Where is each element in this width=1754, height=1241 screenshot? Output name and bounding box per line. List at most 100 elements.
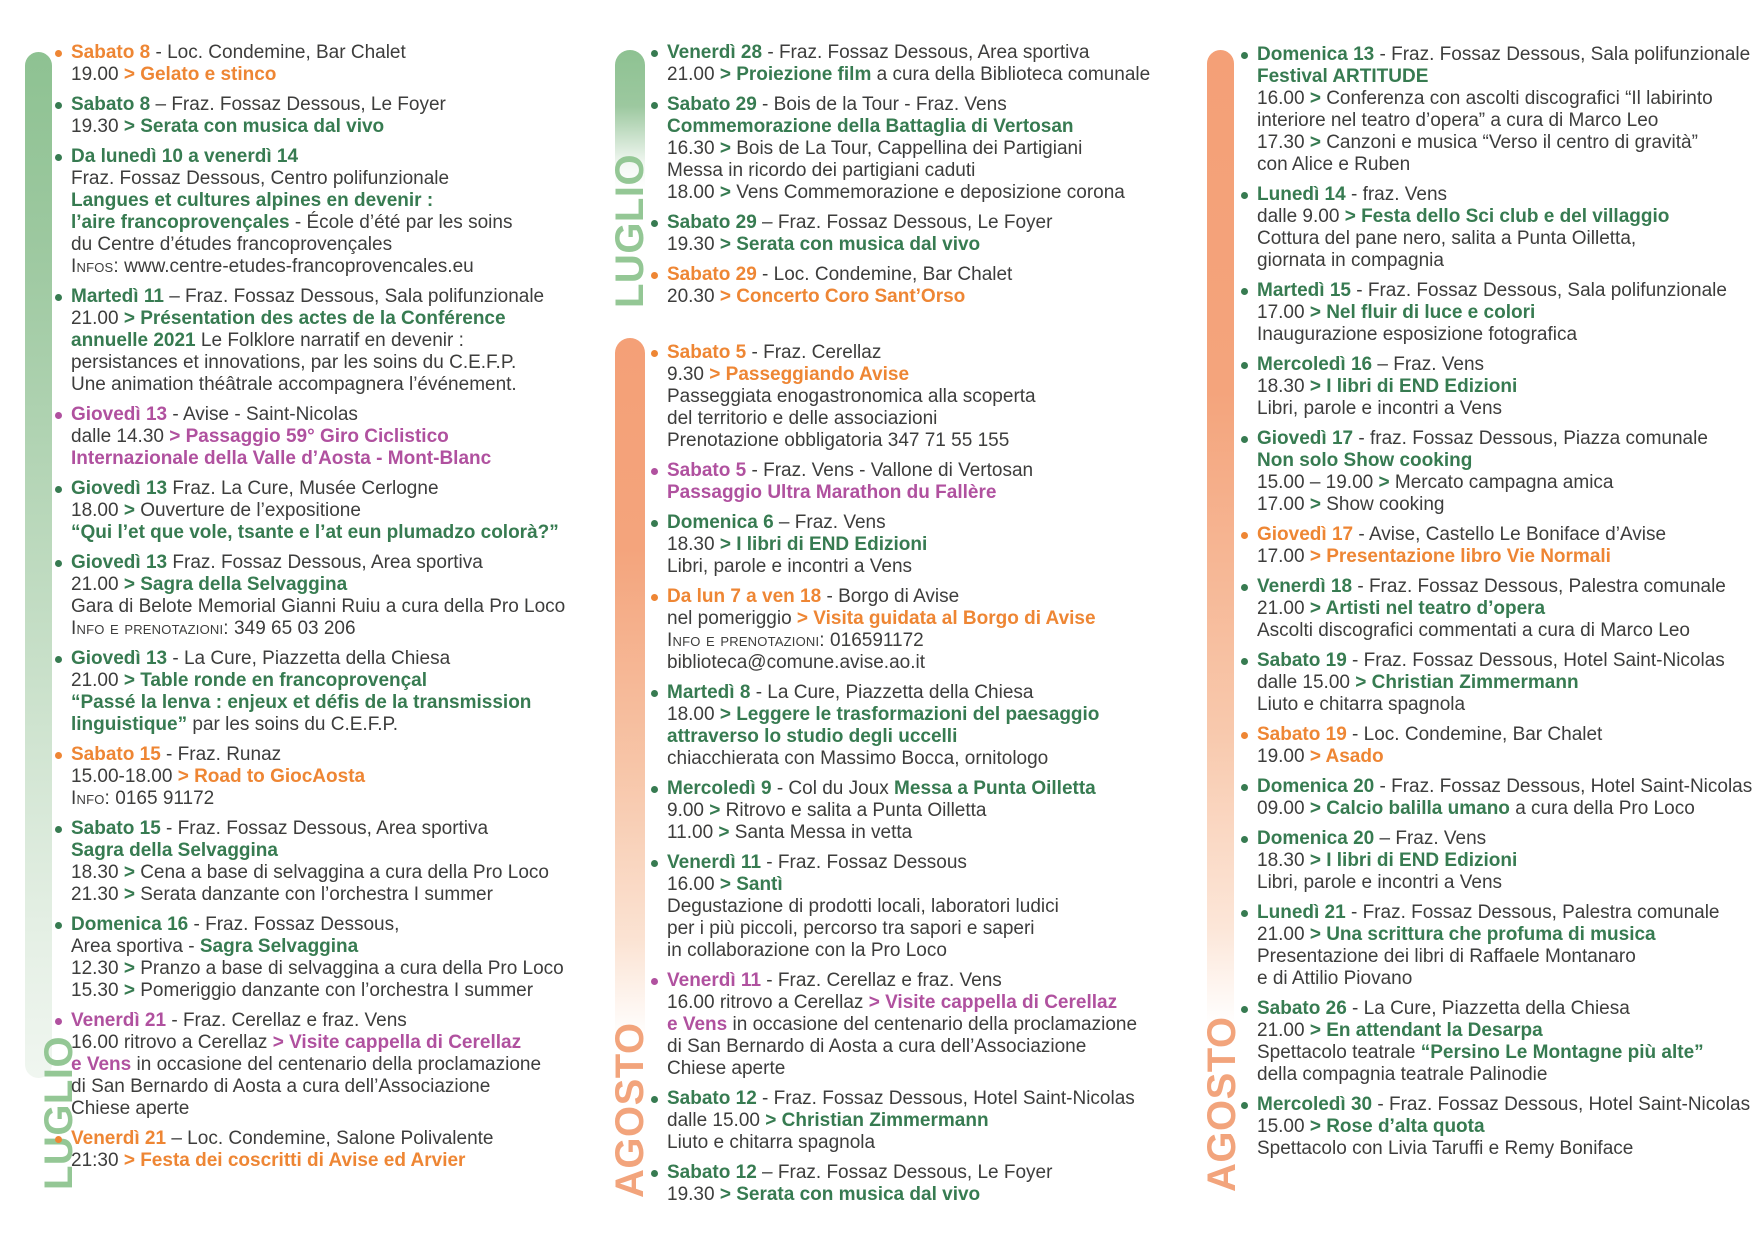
event-lines: Giovedì 13 Fraz. La Cure, Musée Cerlogne… [71, 478, 574, 544]
text-segment: Serata danzante con l’orchestra I summer [140, 884, 493, 905]
text-segment: della compagnia teatrale Palinodie [1257, 1064, 1548, 1085]
text-segment: - La Cure, Piazzetta della Chiesa [1346, 998, 1630, 1019]
event-item: Sabato 15 - Fraz. Fossaz Dessous, Area s… [54, 818, 574, 906]
event-line: Liuto e chitarra spagnola [1257, 694, 1720, 716]
bullet-dot [651, 272, 658, 279]
text-segment: 349 65 03 206 [228, 618, 356, 639]
text-segment: Sabato 8 [71, 42, 151, 63]
event-line: dalle 14.30 > Passaggio 59° Giro Ciclist… [71, 426, 574, 448]
event-line: Sabato 5 - Fraz. Cerellaz [667, 342, 1110, 364]
event-item: Giovedì 17 - Avise, Castello Le Boniface… [1240, 524, 1720, 568]
month-bar-agosto-col2 [615, 338, 645, 1038]
event-lines: Domenica 6 – Fraz. Vens 18.30 > I libri d… [667, 512, 1110, 578]
event-line: Info: 0165 91172 [71, 788, 574, 810]
event-line: 18.30 > I libri di END Edizioni [1257, 376, 1720, 398]
text-segment: - Avise - Saint-Nicolas [167, 404, 358, 425]
text-segment: Commemorazione della Battaglia di Vertos… [667, 116, 1074, 137]
text-segment: 20.30 [667, 286, 720, 307]
event-lines: Sabato 19 - Fraz. Fossaz Dessous, Hotel … [1257, 650, 1725, 716]
text-segment: Sabato 5 [667, 460, 747, 481]
text-segment: Presentazione libro Vie Normali [1326, 546, 1611, 567]
event-line: Libri, parole e incontri a Vens [1257, 872, 1720, 894]
text-segment: > [123, 574, 141, 595]
text-segment: I libri di END Edizioni [736, 534, 928, 555]
text-segment: - Fraz. Fossaz Dessous, Sala polifunzion… [1374, 44, 1751, 65]
text-segment: Pranzo a base di selvaggina a cura della… [140, 958, 564, 979]
text-segment: e Vens [667, 1014, 728, 1035]
text-segment: Santa Messa in vetta [734, 822, 913, 843]
text-segment: Gelato e stinco [140, 64, 277, 85]
text-segment: annuelle 2021 [71, 330, 196, 351]
events-column-july: Sabato 8 - Loc. Condemine, Bar Chalet 19.… [54, 42, 574, 1180]
event-item: Da lun 7 a ven 18 - Borgo di Avise nel po… [650, 586, 1110, 674]
event-item: Venerdì 21 - Fraz. Cerellaz e fraz. Vens… [54, 1010, 574, 1120]
bullet-dot [651, 860, 658, 867]
text-segment: - Loc. Condemine, Bar Chalet [1346, 724, 1603, 745]
text-segment: par les soins du C.E.F.P. [187, 714, 398, 735]
text-segment: - Fraz. Fossaz Dessous [761, 852, 967, 873]
bullet-dot [1241, 584, 1248, 591]
event-line: Sabato 26 - La Cure, Piazzetta della Chi… [1257, 998, 1720, 1020]
text-segment: 16.00 ritrovo a Cerellaz [71, 1032, 273, 1053]
event-line: 15.30 > Pomeriggio danzante con l’orches… [71, 980, 574, 1002]
text-segment: 16.30 [667, 138, 720, 159]
event-line: Sabato 12 - Fraz. Fossaz Dessous, Hotel … [667, 1088, 1135, 1110]
event-line: Sabato 29 – Fraz. Fossaz Dessous, Le Foy… [667, 212, 1110, 234]
event-line: di San Bernardo di Aosta a cura dell’Ass… [71, 1076, 574, 1098]
bullet-dot [651, 1096, 658, 1103]
event-item: Sabato 8 – Fraz. Fossaz Dessous, Le Foye… [54, 94, 574, 138]
text-segment: Christian Zimmermann [781, 1110, 989, 1131]
bullet-dot [1241, 532, 1248, 539]
event-line: Prenotazione obbligatoria 347 71 55 155 [667, 430, 1110, 452]
text-segment: > [1309, 494, 1327, 515]
text-segment: Domenica 6 [667, 512, 774, 533]
text-segment: 17.00 [1257, 494, 1310, 515]
bullet-dot [55, 560, 62, 567]
text-segment: Une animation théâtrale accompagnera l’é… [71, 374, 517, 395]
event-line: Venerdì 28 - Fraz. Fossaz Dessous, Area … [667, 42, 1110, 64]
event-lines: Giovedì 13 Fraz. Fossaz Dessous, Area sp… [71, 552, 574, 640]
text-segment: 16.00 [1257, 88, 1310, 109]
event-line: 17.00 > Presentazione libro Vie Normali [1257, 546, 1720, 568]
text-segment: > [1309, 598, 1326, 619]
event-line: Giovedì 13 Fraz. La Cure, Musée Cerlogne [71, 478, 574, 500]
text-segment: Table ronde en francoprovençal [140, 670, 428, 691]
month-bar-agosto-col3 [1207, 50, 1234, 1025]
event-line: Inaugurazione esposizione fotografica [1257, 324, 1720, 346]
event-lines: Venerdì 21 - Fraz. Cerellaz e fraz. Vens… [71, 1010, 574, 1120]
event-lines: Sabato 29 - Bois de la Tour - Fraz. Vens… [667, 94, 1125, 204]
text-segment: Sabato 19 [1257, 724, 1347, 745]
event-line: Sabato 15 - Fraz. Fossaz Dessous, Area s… [71, 818, 574, 840]
event-item: Giovedì 17 - fraz. Fossaz Dessous, Piazz… [1240, 428, 1720, 516]
text-segment: Non solo Show cooking [1257, 450, 1473, 471]
text-segment: - Loc. Condemine, Bar Chalet [150, 42, 406, 63]
text-segment: I libri di END Edizioni [1326, 376, 1518, 397]
event-line: Sabato 8 - Loc. Condemine, Bar Chalet [71, 42, 574, 64]
event-line: e Vens in occasione del centenario della… [71, 1054, 574, 1076]
text-segment: Christian Zimmermann [1371, 672, 1579, 693]
text-segment: Venerdì 11 [667, 970, 762, 991]
event-line: Giovedì 13 Fraz. Fossaz Dessous, Area sp… [71, 552, 574, 574]
text-segment: > [719, 286, 737, 307]
event-line: 20.30 > Concerto Coro Sant’Orso [667, 286, 1110, 308]
text-segment: Nel fluir di luce e colori [1326, 302, 1536, 323]
text-segment: Spettacolo teatrale [1257, 1042, 1421, 1063]
event-line: Martedì 11 – Fraz. Fossaz Dessous, Sala … [71, 286, 574, 308]
event-item: Giovedì 13 Fraz. La Cure, Musée Cerlogne… [54, 478, 574, 544]
text-segment: Artisti nel teatro d’opera [1325, 598, 1546, 619]
text-segment: 09.00 [1257, 798, 1310, 819]
event-line: 19.30 > Serata con musica dal vivo [667, 1184, 1110, 1206]
event-line: 9.00 > Ritrovo e salita a Punta Oilletta [667, 800, 1110, 822]
text-segment: 19.30 [667, 1184, 720, 1205]
event-line: giornata in compagnia [1257, 250, 1720, 272]
text-segment: - Fraz. Fossaz Dessous, Hotel Saint-Nico… [1346, 650, 1725, 671]
text-segment: - Fraz. Fossaz Dessous, Sala polifunzion… [1350, 280, 1727, 301]
text-segment: chiacchierata con Massimo Bocca, ornitol… [667, 748, 1049, 769]
text-segment: Degustazione di prodotti locali, laborat… [667, 896, 1059, 917]
bullet-dot [651, 978, 658, 985]
text-segment: Passeggiata enogastronomica alla scopert… [667, 386, 1036, 407]
text-segment: Conferenza con ascolti discografici “Il … [1326, 88, 1713, 109]
events-column-august-continued: Domenica 13 - Fraz. Fossaz Dessous, Sala… [1240, 44, 1752, 1168]
text-segment: I libri di END Edizioni [1326, 850, 1518, 871]
text-segment: 15.30 [71, 980, 124, 1001]
